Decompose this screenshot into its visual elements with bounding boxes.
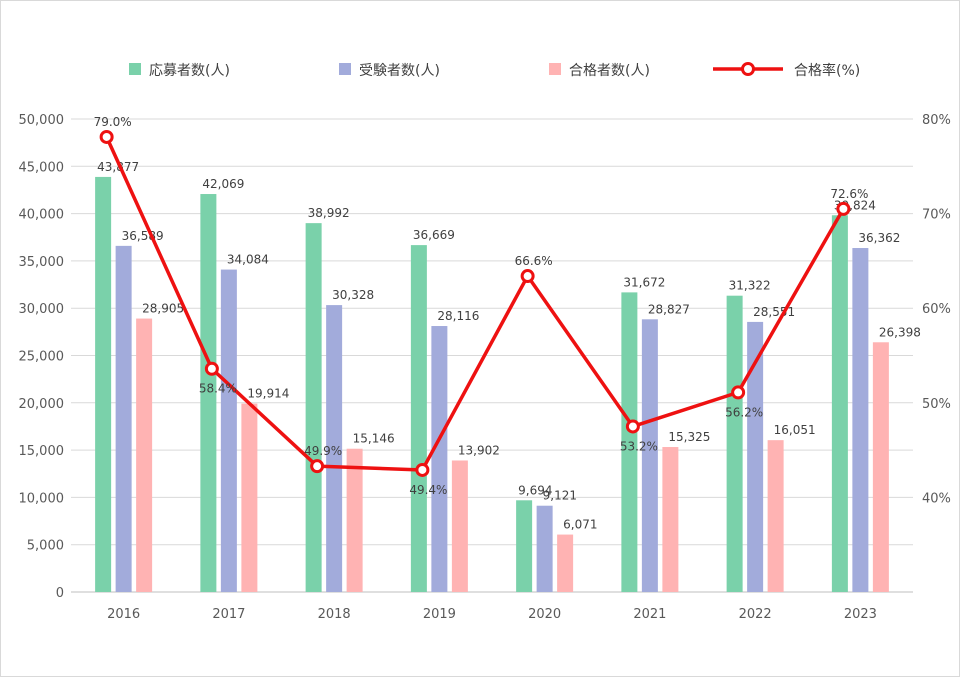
rate-line — [105, 136, 845, 472]
bar-value-label: 31,322 — [729, 279, 771, 293]
bar — [115, 245, 132, 593]
bar — [767, 440, 784, 592]
bar — [872, 342, 889, 592]
bar — [831, 215, 848, 592]
x-axis-tick: 2019 — [423, 607, 456, 622]
bar-value-label: 34,084 — [227, 253, 269, 267]
left-axis-tick: 35,000 — [19, 255, 65, 270]
legend-swatch — [339, 63, 351, 75]
legend-label: 応募者数(人) — [149, 63, 230, 79]
rate-value-label: 56.2% — [725, 405, 763, 419]
bar-value-label: 15,146 — [353, 432, 395, 446]
bar — [95, 176, 112, 592]
rate-point — [310, 459, 325, 474]
bar — [726, 295, 743, 592]
bar — [346, 448, 363, 592]
bar-value-label: 6,071 — [563, 518, 597, 532]
legend-label: 受験者数(人) — [359, 63, 440, 79]
bar — [200, 194, 217, 592]
right-axis-tick: 40% — [922, 491, 951, 506]
right-axis-tick: 70% — [922, 208, 951, 223]
left-axis-tick: 45,000 — [19, 160, 65, 175]
x-axis-tick: 2020 — [528, 607, 561, 622]
bar — [662, 447, 679, 592]
bar-value-label: 13,902 — [458, 443, 500, 457]
left-axis-tick: 5,000 — [27, 539, 64, 554]
bar — [557, 534, 574, 592]
bar-value-label: 26,398 — [879, 325, 921, 339]
right-axis-tick: 60% — [922, 302, 951, 317]
bar — [852, 248, 869, 592]
bar — [136, 318, 153, 592]
legend-swatch — [549, 63, 561, 75]
rate-value-label: 49.4% — [409, 483, 447, 497]
bar — [241, 403, 258, 592]
x-axis-tick: 2022 — [739, 607, 772, 622]
bar — [516, 500, 533, 592]
legend-label: 合格率(%) — [794, 62, 860, 79]
rate-value-label: 58.4% — [199, 382, 237, 396]
rate-point — [204, 361, 219, 376]
rate-point — [415, 462, 430, 477]
legend-line-marker — [741, 62, 755, 76]
x-axis-tick: 2021 — [633, 607, 666, 622]
rate-value-label: 72.6% — [830, 187, 868, 201]
left-axis-tick: 10,000 — [19, 491, 65, 506]
rate-point — [99, 129, 114, 144]
bar-value-label: 28,827 — [648, 302, 690, 316]
left-axis-tick: 25,000 — [19, 350, 65, 365]
bar — [536, 505, 553, 592]
bar-value-label: 30,328 — [332, 288, 374, 302]
bar-value-label: 38,992 — [308, 206, 350, 220]
bar-value-label: 28,116 — [437, 309, 479, 323]
bar-value-label: 43,877 — [97, 160, 139, 174]
left-axis-tick: 15,000 — [19, 444, 65, 459]
left-axis-tick: 0 — [56, 586, 64, 601]
legend-label: 合格者数(人) — [569, 63, 650, 79]
rate-value-label: 79.0% — [94, 115, 132, 129]
bar-value-label: 36,589 — [122, 229, 164, 243]
x-axis-tick: 2018 — [318, 607, 351, 622]
bar — [220, 269, 237, 592]
x-axis-tick: 2016 — [107, 607, 140, 622]
bar-value-label: 9,121 — [543, 489, 577, 503]
legend-swatch — [129, 63, 141, 75]
rate-point — [836, 201, 851, 216]
bar — [451, 460, 468, 592]
rate-value-label: 66.6% — [515, 254, 553, 268]
left-axis-tick: 50,000 — [19, 113, 65, 128]
right-axis-tick: 50% — [922, 397, 951, 412]
bar-value-label: 16,051 — [774, 423, 816, 437]
bar — [621, 292, 638, 592]
rate-point — [520, 269, 535, 284]
bar-value-label: 28,905 — [142, 302, 184, 316]
bar — [326, 305, 343, 592]
rate-value-label: 49.9% — [304, 444, 342, 458]
x-axis-tick: 2023 — [844, 607, 877, 622]
bar — [305, 223, 322, 592]
bar-value-label: 9,694 — [518, 483, 552, 497]
x-axis-tick: 2017 — [212, 607, 245, 622]
bar — [747, 321, 764, 592]
rate-point — [625, 419, 640, 434]
bar-value-label: 36,362 — [858, 231, 900, 245]
bar-value-label: 36,669 — [413, 228, 455, 242]
bar-value-label: 19,914 — [247, 387, 289, 401]
bar — [410, 245, 427, 592]
left-axis-tick: 40,000 — [19, 208, 65, 223]
bar-value-label: 31,672 — [623, 275, 665, 289]
rate-value-label: 53.2% — [620, 439, 658, 453]
rate-point — [731, 385, 746, 400]
bar — [641, 319, 658, 592]
bar-value-label: 15,325 — [668, 430, 710, 444]
left-axis-tick: 20,000 — [19, 397, 65, 412]
bar — [431, 326, 448, 592]
bar-value-label: 42,069 — [202, 177, 244, 191]
right-axis-tick: 80% — [922, 113, 951, 128]
left-axis-tick: 30,000 — [19, 302, 65, 317]
